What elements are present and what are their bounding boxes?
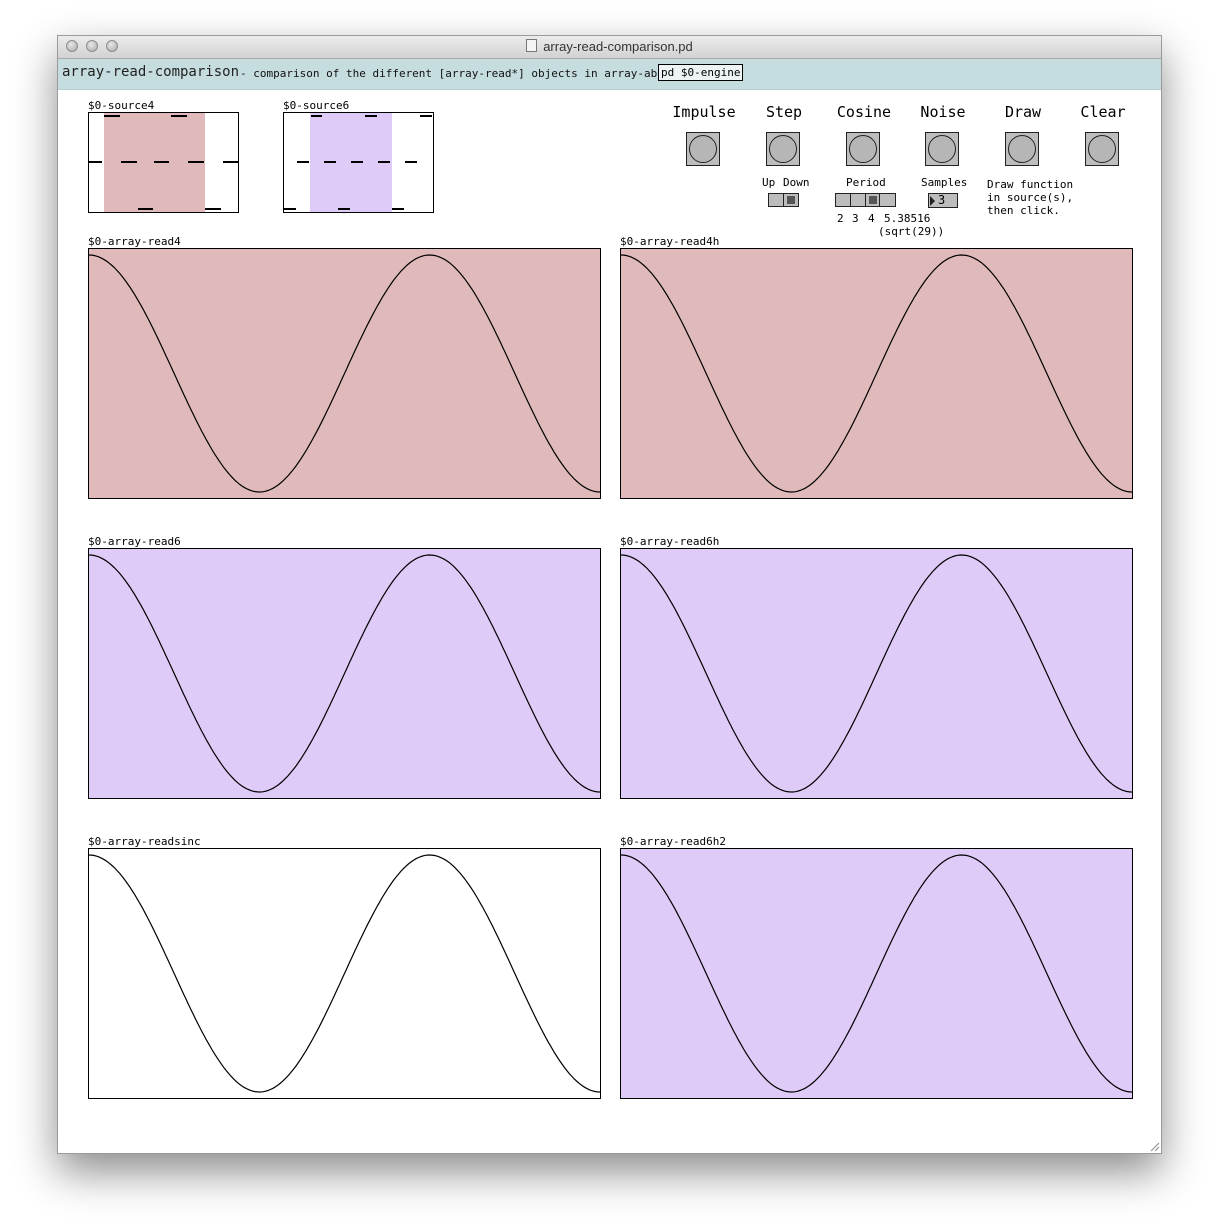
- close-window-icon[interactable]: [66, 40, 78, 52]
- patch-description: - comparison of the different [array-rea…: [240, 67, 671, 80]
- draw-instructions: Draw function in source(s), then click.: [987, 178, 1073, 217]
- plot-array-read4h[interactable]: [621, 249, 1132, 498]
- title-bar[interactable]: array-read-comparison.pd: [58, 36, 1161, 59]
- waveform-line: [89, 854, 600, 1093]
- source6-plot[interactable]: [284, 113, 433, 212]
- bang-circle-icon: [928, 135, 956, 163]
- source4-samples: [89, 115, 238, 210]
- graph-label-read6h: $0-array-read6h: [620, 535, 720, 548]
- period-tick-2: 2: [837, 212, 844, 225]
- cosine-label: Cosine: [836, 103, 892, 121]
- waveform-line: [621, 854, 1132, 1093]
- step-bang[interactable]: [766, 132, 800, 166]
- radio-cell-period-3[interactable]: [851, 194, 866, 206]
- engine-subpatch[interactable]: pd $0-engine: [658, 64, 744, 81]
- noise-bang[interactable]: [925, 132, 959, 166]
- step-down-label: Down: [783, 176, 810, 189]
- patch-window: array-read-comparison.pd array-read-comp…: [57, 35, 1162, 1154]
- draw-note-line-2: in source(s),: [987, 191, 1074, 204]
- graph-array-read6h[interactable]: [620, 548, 1133, 799]
- draw-bang[interactable]: [1005, 132, 1039, 166]
- waveform-line: [621, 554, 1132, 793]
- draw-label: Draw: [1004, 103, 1042, 121]
- graph-array-read4[interactable]: [88, 248, 601, 499]
- step-direction-radio[interactable]: [768, 193, 799, 207]
- plot-array-read6[interactable]: [89, 549, 600, 798]
- number-box-triangle-icon: [930, 196, 935, 206]
- samples-label: Samples: [921, 176, 968, 189]
- graph-array-readsinc[interactable]: [88, 848, 601, 1099]
- graph-label-read4h: $0-array-read4h: [620, 235, 720, 248]
- radio-cell-period-2[interactable]: [836, 194, 851, 206]
- step-up-label: Up: [762, 176, 776, 189]
- bang-circle-icon: [849, 135, 877, 163]
- plot-array-read6h2[interactable]: [621, 849, 1132, 1098]
- waveform-line: [89, 554, 600, 793]
- step-label: Step: [765, 103, 803, 121]
- draw-note-line-3: then click.: [987, 204, 1060, 217]
- window-title-text: array-read-comparison.pd: [543, 39, 693, 54]
- graph-array-read6h2[interactable]: [620, 848, 1133, 1099]
- zoom-window-icon[interactable]: [106, 40, 118, 52]
- plot-array-read4[interactable]: [89, 249, 600, 498]
- graph-label-readsinc: $0-array-readsinc: [88, 835, 201, 848]
- graph-array-read4h[interactable]: [620, 248, 1133, 499]
- period-tick-3: 3: [852, 212, 859, 225]
- source6-samples: [284, 115, 432, 210]
- waveform-line: [89, 254, 600, 493]
- source4-graph[interactable]: [88, 112, 239, 213]
- waveform-line: [621, 254, 1132, 493]
- period-sqrt-note: (sqrt(29)): [878, 225, 945, 238]
- graph-label-read6: $0-array-read6: [88, 535, 181, 548]
- bang-circle-icon: [769, 135, 797, 163]
- period-tick-4: 4: [868, 212, 875, 225]
- period-label: Period: [846, 176, 886, 189]
- cosine-bang[interactable]: [846, 132, 880, 166]
- plot-array-read6h[interactable]: [621, 549, 1132, 798]
- source6-label: $0-source6: [283, 99, 350, 112]
- document-icon: [526, 39, 538, 52]
- impulse-bang[interactable]: [686, 132, 720, 166]
- samples-value[interactable]: 3: [938, 193, 946, 207]
- radio-cell-down[interactable]: [784, 194, 798, 206]
- clear-bang[interactable]: [1085, 132, 1119, 166]
- graph-array-read6[interactable]: [88, 548, 601, 799]
- draw-note-line-1: Draw function: [987, 178, 1074, 191]
- bang-circle-icon: [689, 135, 717, 163]
- impulse-label: Impulse: [672, 103, 736, 121]
- source4-label: $0-source4: [88, 99, 155, 112]
- bang-circle-icon: [1008, 135, 1036, 163]
- graph-label-read6h2: $0-array-read6h2: [620, 835, 726, 848]
- minimize-window-icon[interactable]: [86, 40, 98, 52]
- graph-label-read4: $0-array-read4: [88, 235, 181, 248]
- noise-label: Noise: [920, 103, 966, 121]
- radio-cell-period-sqrt29[interactable]: [880, 194, 895, 206]
- plot-array-readsinc[interactable]: [89, 849, 600, 1098]
- radio-cell-period-4[interactable]: [866, 194, 881, 206]
- patch-header: array-read-comparison - comparison of th…: [58, 59, 1161, 90]
- window-title: array-read-comparison.pd: [58, 39, 1161, 54]
- period-radio[interactable]: [835, 193, 896, 207]
- period-tick-sqrt29: 5.38516: [884, 212, 931, 225]
- source6-graph[interactable]: [283, 112, 434, 213]
- radio-cell-up[interactable]: [769, 194, 784, 206]
- patch-title: array-read-comparison: [62, 64, 240, 80]
- resize-grip-icon[interactable]: [1150, 1142, 1160, 1152]
- samples-number-box[interactable]: 3: [928, 193, 958, 208]
- bang-circle-icon: [1088, 135, 1116, 163]
- source4-plot[interactable]: [89, 113, 238, 212]
- clear-label: Clear: [1080, 103, 1126, 121]
